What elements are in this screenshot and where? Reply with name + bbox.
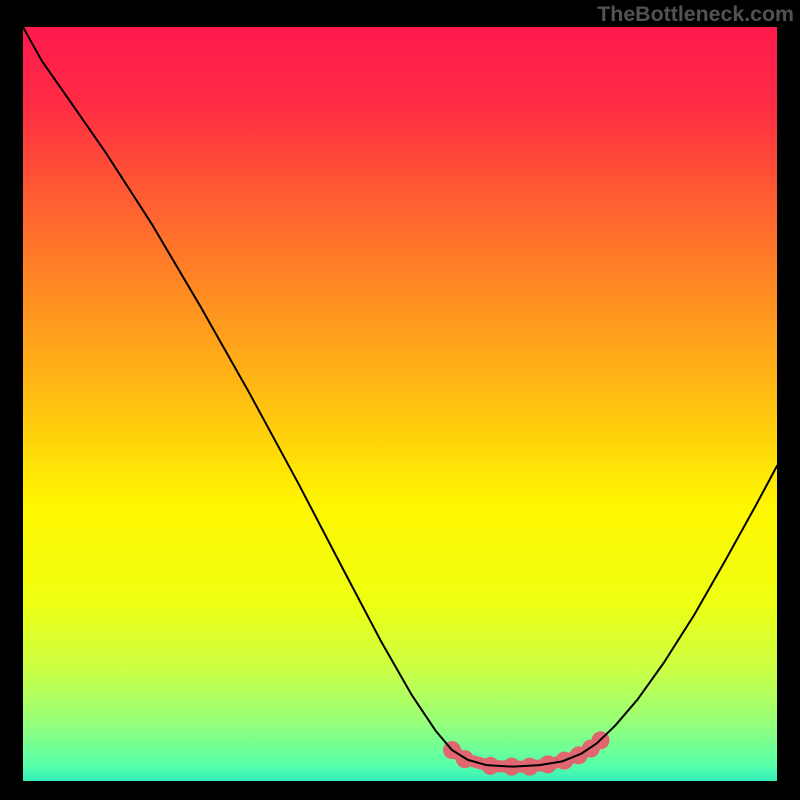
plot-frame bbox=[23, 27, 777, 781]
plot-area bbox=[23, 27, 777, 781]
watermark-text: TheBottleneck.com bbox=[597, 2, 794, 27]
chart-container: TheBottleneck.com bbox=[0, 0, 800, 800]
plot-svg bbox=[23, 27, 777, 781]
gradient-background bbox=[23, 27, 777, 781]
